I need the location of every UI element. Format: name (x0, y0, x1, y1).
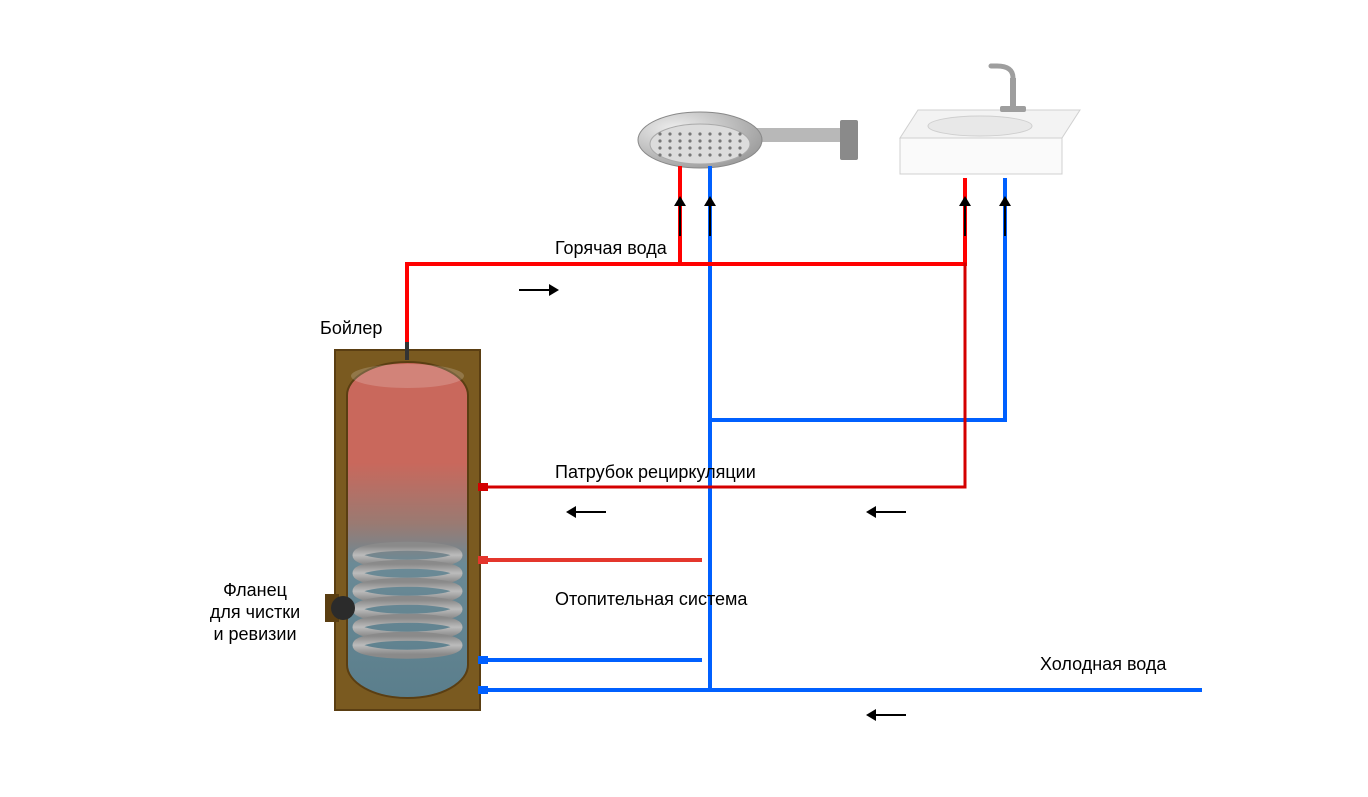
label-heating: Отопительная система (555, 589, 748, 609)
label-recirc: Патрубок рециркуляции (555, 462, 756, 482)
label-boiler: Бойлер (320, 318, 382, 338)
boiler-sensor (405, 342, 409, 360)
shower-head (638, 112, 858, 170)
boiler (325, 342, 488, 710)
sink (900, 66, 1080, 174)
flow-arrow (866, 506, 906, 518)
label-flange: Фланецдля чисткии ревизии (210, 580, 300, 644)
flow-arrow (674, 196, 686, 236)
flow-arrow (566, 506, 606, 518)
pipe-hot-main (407, 264, 965, 342)
flow-arrow (704, 196, 716, 236)
label-hot-water: Горячая вода (555, 238, 668, 258)
pipe-cold-sink (710, 180, 1005, 420)
flow-arrow (999, 196, 1011, 236)
flow-arrow (519, 284, 559, 296)
label-cold-water: Холодная вода (1040, 654, 1167, 674)
flow-arrow (959, 196, 971, 236)
pipe-recirc (480, 264, 965, 487)
flow-arrow (866, 709, 906, 721)
